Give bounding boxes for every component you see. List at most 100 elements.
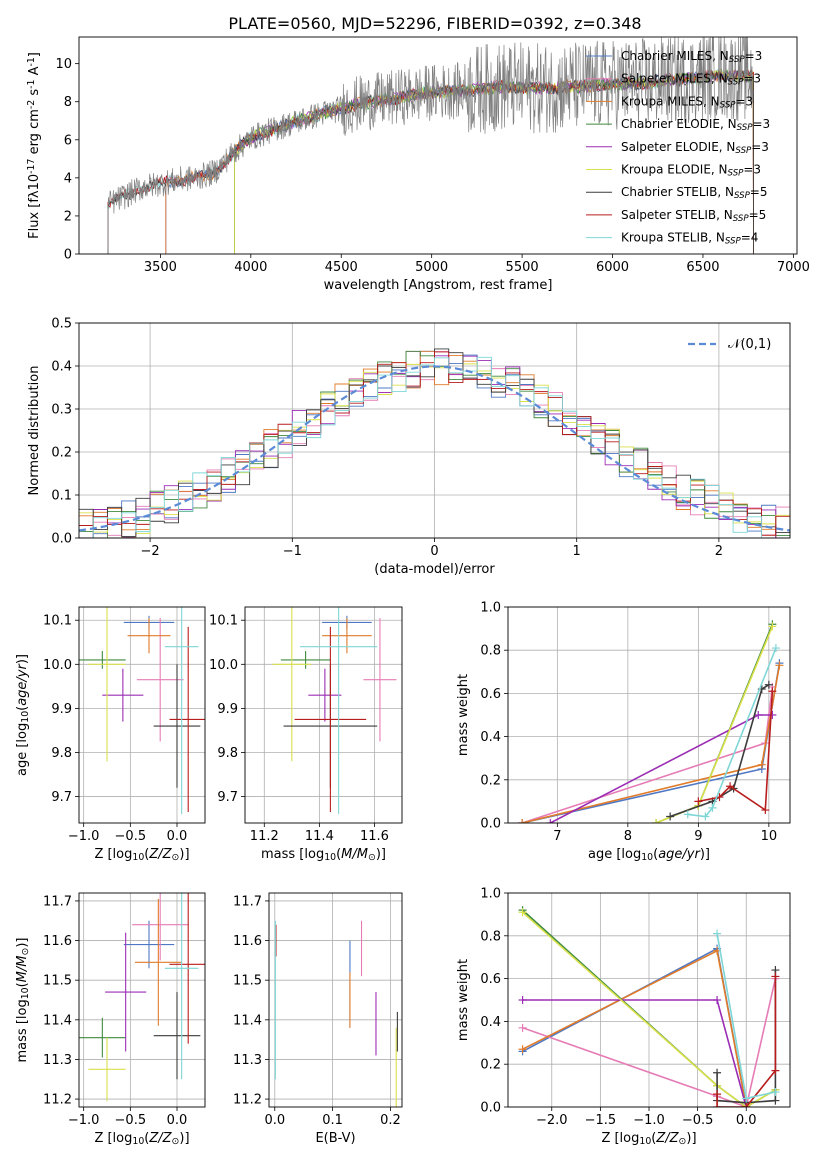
lines-age_weight bbox=[518, 620, 784, 823]
series-marker bbox=[771, 1066, 780, 1075]
x-axis-label: Z [log10(Z/Z⊙)] bbox=[601, 1131, 696, 1147]
y-tick-label: 11.4 bbox=[43, 1013, 72, 1028]
axes-mass_age: 11.2 11.4 11.6 9.7 9.8 9.9 10.0 10.1 mass [log10… bbox=[209, 606, 403, 863]
x-axis-label: Z [log10(Z/Z⊙)] bbox=[94, 847, 189, 863]
y-tick-label: 11.7 bbox=[43, 894, 72, 909]
plot-frame bbox=[78, 322, 791, 539]
spectrum-legend: Chabrier MILES, NSSP=3 Salpeter MILES, NS… bbox=[586, 49, 770, 247]
x-tick-label: 11.4 bbox=[305, 829, 334, 844]
series-marker bbox=[768, 622, 777, 631]
plot-frame bbox=[78, 606, 206, 824]
spectrum-lines bbox=[107, 37, 755, 254]
series-line-salpeter_stelib bbox=[716, 976, 777, 1107]
x-tick-label: 0.1 bbox=[322, 1113, 343, 1128]
series-marker bbox=[764, 680, 773, 689]
series-marker bbox=[518, 1023, 527, 1032]
y-tick-label: 8 bbox=[64, 95, 72, 110]
legend-label: Kroupa ELODIE, NSSP=3 bbox=[621, 163, 761, 179]
series-marker bbox=[666, 812, 675, 821]
y-tick-label: 10.1 bbox=[43, 614, 72, 629]
x-tick-label: 0 bbox=[430, 544, 438, 559]
y-tick-label: 0.8 bbox=[480, 929, 501, 944]
x-tick-label: 8 bbox=[624, 829, 632, 844]
points-ebv_mass bbox=[274, 920, 398, 1107]
y-tick-label: 11.2 bbox=[43, 1093, 72, 1108]
legend-label: Kroupa STELIB, NSSP=4 bbox=[621, 231, 758, 247]
y-axis-label: mass weight bbox=[456, 959, 471, 1041]
x-tick-label: 5500 bbox=[506, 260, 539, 275]
x-axis-label: Z [log10(Z/Z⊙)] bbox=[94, 1131, 189, 1147]
series-marker bbox=[754, 711, 763, 719]
points-z_age bbox=[79, 607, 205, 815]
x-tick-label: 5000 bbox=[415, 260, 448, 275]
series-marker bbox=[518, 996, 527, 1004]
x-tick-label: −1.0 bbox=[68, 1113, 100, 1128]
y-tick-label: 9.8 bbox=[217, 746, 238, 761]
series-line-kroupa_elodie bbox=[522, 911, 776, 1107]
y-tick-label: 10.0 bbox=[209, 658, 238, 673]
figure-title: PLATE=0560, MJD=52296, FIBERID=0392, z=0… bbox=[228, 14, 641, 33]
y-tick-label: 9.9 bbox=[51, 702, 72, 717]
y-tick-label: 9.7 bbox=[51, 790, 72, 805]
series-marker bbox=[771, 1088, 780, 1097]
y-tick-label: 0 bbox=[64, 248, 72, 263]
y-tick-label: 0.8 bbox=[480, 644, 501, 659]
x-tick-label: 0.0 bbox=[264, 1113, 285, 1128]
y-tick-label: 4 bbox=[64, 171, 72, 186]
y-axis-label: Normed distribution bbox=[27, 366, 42, 496]
y-tick-label: 11.3 bbox=[233, 1053, 262, 1068]
plot-frame bbox=[244, 606, 403, 824]
x-tick-label: 4500 bbox=[325, 260, 358, 275]
x-tick-label: −1.5 bbox=[585, 1113, 617, 1128]
y-tick-label: 11.3 bbox=[43, 1053, 72, 1068]
x-tick-label: 3500 bbox=[144, 260, 177, 275]
axes-z_weight: −2.0 −1.5 −1.0 −0.5 0.0 0.0 0.2 0.4 0.6 0.8 1.0 Z [… bbox=[456, 887, 791, 1147]
x-axis-label: (data-model)/error bbox=[374, 562, 495, 577]
series-marker bbox=[518, 819, 527, 823]
x-tick-label: −2.0 bbox=[536, 1113, 568, 1128]
y-tick-label: 9.7 bbox=[217, 790, 238, 805]
x-tick-label: 0.0 bbox=[736, 1113, 757, 1128]
series-marker bbox=[726, 782, 735, 791]
series-marker bbox=[708, 803, 717, 812]
x-tick-label: −1 bbox=[283, 544, 302, 559]
series-marker bbox=[652, 819, 661, 823]
data-spectrum-line bbox=[107, 37, 754, 254]
y-tick-label: 10.1 bbox=[209, 614, 238, 629]
x-tick-label: 9 bbox=[694, 829, 702, 844]
y-tick-label: 0.4 bbox=[51, 360, 72, 375]
series-line-kroupa_miles bbox=[521, 665, 781, 823]
x-tick-label: 2 bbox=[715, 544, 723, 559]
x-axis-label: mass [log10(M/M⊙)] bbox=[261, 847, 386, 863]
plot-frame bbox=[507, 892, 791, 1108]
legend-label: Kroupa MILES, NSSP=3 bbox=[621, 94, 753, 110]
series-marker bbox=[518, 1045, 527, 1054]
y-tick-label: 11.5 bbox=[43, 974, 72, 989]
axes-z_mass: −1.0 −0.5 0.0 11.2 11.3 11.4 11.5 11.6 11.7 Z [lo… bbox=[15, 892, 206, 1147]
plot-frame bbox=[507, 606, 791, 824]
series-line-salpeter_miles bbox=[521, 686, 774, 823]
y-tick-label: 0.0 bbox=[480, 817, 501, 832]
series-marker bbox=[742, 1094, 751, 1103]
histogram-lines bbox=[79, 348, 790, 538]
lines-z_weight bbox=[518, 906, 780, 1107]
y-tick-label: 6 bbox=[64, 133, 72, 148]
y-tick-label: 0.2 bbox=[480, 773, 501, 788]
series-line-kroupa_elodie bbox=[655, 626, 774, 823]
series-marker bbox=[546, 819, 555, 823]
series-marker bbox=[742, 1103, 751, 1107]
series-marker bbox=[775, 661, 784, 670]
series-marker bbox=[713, 1068, 722, 1077]
x-tick-label: −0.5 bbox=[682, 1113, 714, 1128]
legend-label: Salpeter STELIB, NSSP=5 bbox=[621, 208, 766, 224]
x-axis-label: E(B-V) bbox=[315, 1131, 355, 1146]
y-tick-label: 0.6 bbox=[480, 972, 501, 987]
series-marker bbox=[518, 908, 527, 917]
series-marker bbox=[694, 797, 703, 806]
x-axis-label: age [log10(age/yr)] bbox=[588, 847, 710, 863]
points-z_mass bbox=[79, 893, 205, 1102]
x-tick-label: 11.2 bbox=[250, 829, 279, 844]
x-tick-label: 7 bbox=[553, 829, 561, 844]
series-marker bbox=[771, 1096, 780, 1105]
y-tick-label: 11.4 bbox=[233, 1013, 262, 1028]
